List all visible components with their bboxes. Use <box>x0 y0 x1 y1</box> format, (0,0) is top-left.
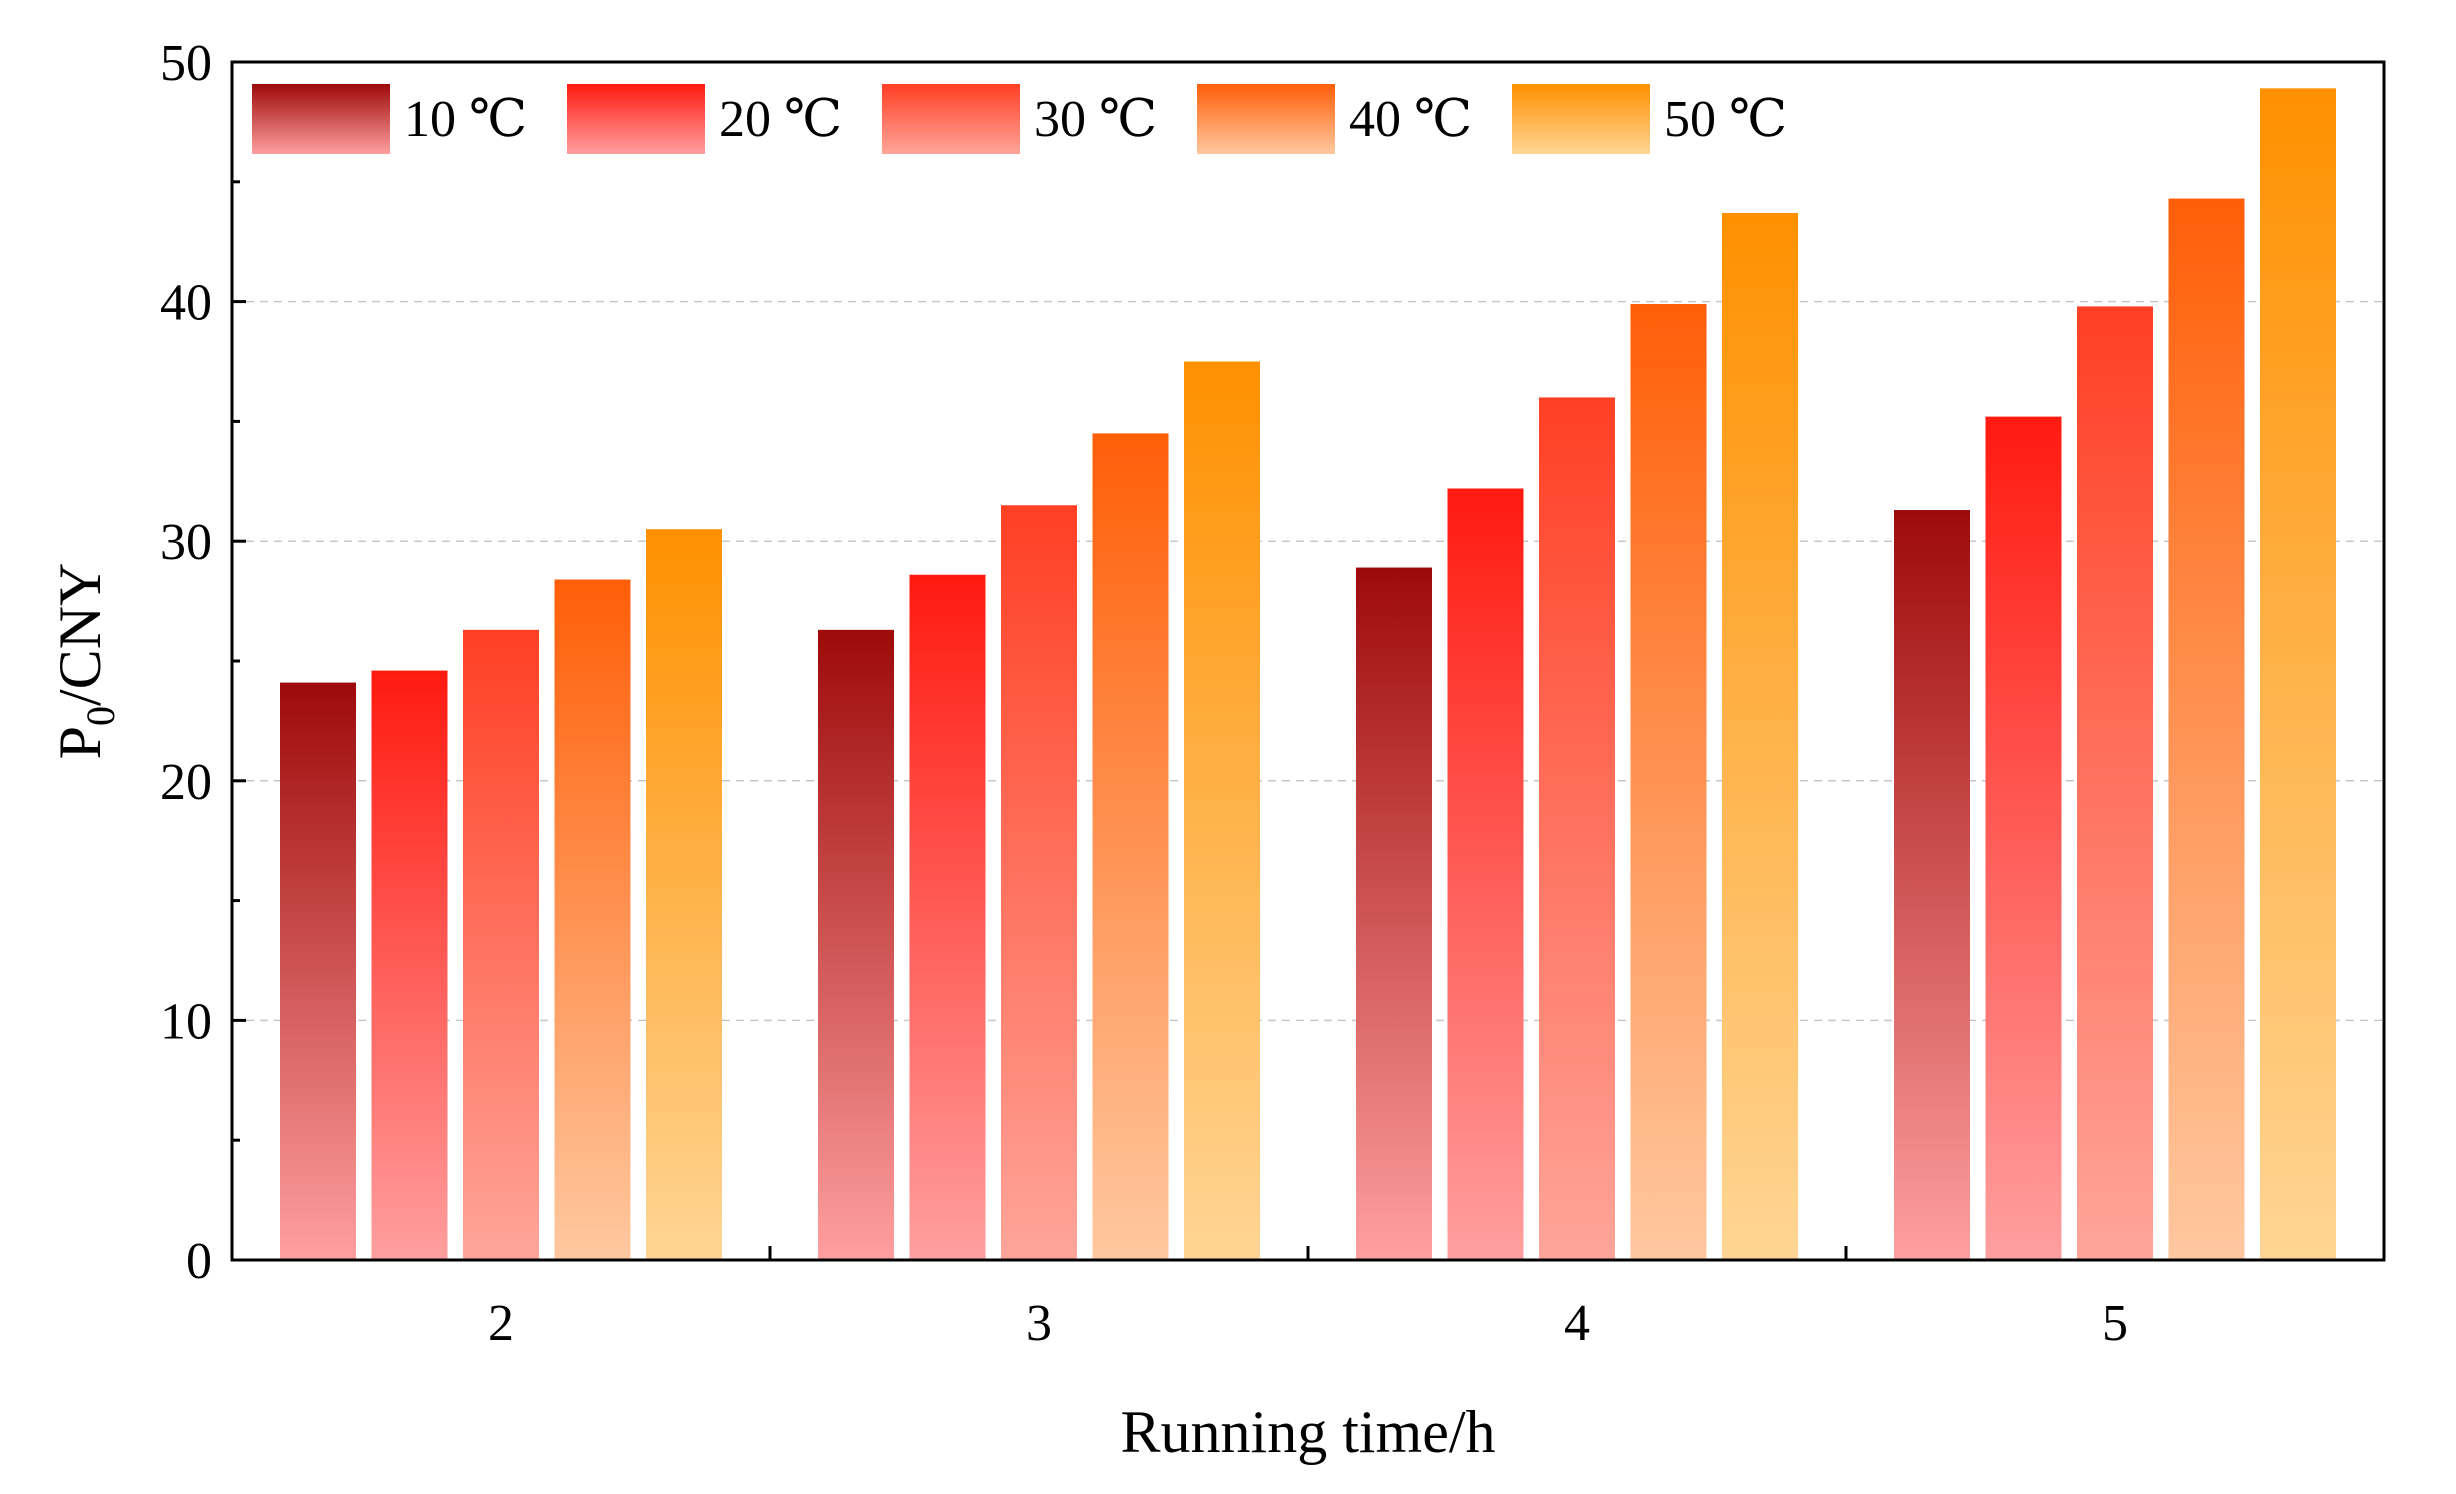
y-tick-label: 0 <box>186 1233 212 1290</box>
bars <box>280 88 2336 1261</box>
bar-4h-series-1 <box>1356 567 1432 1260</box>
bar-4h-series-5 <box>1722 212 1798 1260</box>
x-tick-label: 4 <box>1564 1295 1590 1352</box>
legend-swatch-series-5 <box>1512 84 1650 154</box>
legend-label-series-1: 10 ℃ <box>404 91 527 148</box>
bar-4h-series-2 <box>1447 488 1524 1260</box>
x-tick-label: 3 <box>1026 1295 1052 1352</box>
y-tick-label: 20 <box>160 754 212 811</box>
bar-4h-series-3 <box>1539 397 1615 1260</box>
legend-label-series-3: 30 ℃ <box>1034 91 1157 148</box>
bar-5h-series-2 <box>1985 416 2062 1260</box>
bar-2h-series-4 <box>554 579 631 1260</box>
bar-2h-series-3 <box>463 629 539 1260</box>
y-tick-label: 50 <box>160 35 212 92</box>
legend-swatch-series-4 <box>1197 84 1335 154</box>
bar-2h-series-2 <box>371 670 448 1260</box>
y-axis-title-main: P <box>47 726 113 759</box>
legend-label-series-2: 20 ℃ <box>719 91 842 148</box>
bar-5h-series-3 <box>2077 306 2153 1261</box>
legend-label-series-5: 50 ℃ <box>1664 91 1787 148</box>
bar-2h-series-5 <box>646 529 722 1260</box>
axis-ticks: 0 10 20 30 40 50 2 3 4 5 <box>160 35 2128 1352</box>
bar-3h-series-3 <box>1001 505 1077 1260</box>
y-axis-title-subscript: 0 <box>78 706 123 726</box>
x-axis-title: Running time/h <box>1121 1399 1496 1465</box>
bar-3h-series-1 <box>818 629 894 1260</box>
y-tick-label: 40 <box>160 275 212 332</box>
bar-5h-series-1 <box>1894 510 1970 1260</box>
bar-5h-series-4 <box>2168 198 2245 1260</box>
bar-5h-series-5 <box>2260 88 2336 1261</box>
legend-swatch-series-2 <box>567 84 705 154</box>
y-tick-label: 30 <box>160 514 212 571</box>
y-axis-title-suffix: /CNY <box>47 563 113 706</box>
y-tick-label: 10 <box>160 993 212 1050</box>
bar-3h-series-5 <box>1184 361 1260 1260</box>
legend-label-series-4: 40 ℃ <box>1349 91 1472 148</box>
legend: 10 ℃ 20 ℃ 30 ℃ 40 ℃ 50 ℃ <box>252 84 1787 154</box>
bar-3h-series-4 <box>1092 433 1169 1260</box>
x-tick-label: 5 <box>2102 1295 2128 1352</box>
y-axis-title: P0/CNY <box>47 563 123 760</box>
x-tick-label: 2 <box>488 1295 514 1352</box>
legend-swatch-series-3 <box>882 84 1020 154</box>
bar-2h-series-1 <box>280 682 356 1260</box>
bar-4h-series-4 <box>1630 303 1707 1261</box>
legend-swatch-series-1 <box>252 84 390 154</box>
bar-3h-series-2 <box>909 574 986 1260</box>
